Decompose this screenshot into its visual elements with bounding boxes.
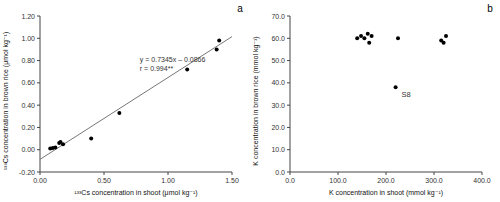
y-tick [37,60,40,61]
y-tick [287,105,290,106]
figure: 0.000.501.001.50-0.200.000.200.400.600.8… [0,0,500,202]
point [366,32,370,36]
x-tick-label: 300.0 [425,177,443,184]
point [117,111,121,115]
plot-area [355,32,448,89]
y-tick-label: 50.0 [271,57,285,64]
y-tick [287,16,290,17]
x-tick-label: 200.0 [377,177,395,184]
y-axis-label: ¹³³Cs concentration in brown rice (μmol … [2,32,10,170]
y-axis-label: K concentration in brown rice (mmol kg⁻¹… [252,36,260,165]
annotation: y = 0.7345x – 0.0866 [140,56,206,64]
point [444,34,448,38]
panel: 0.000.501.001.50-0.200.000.200.400.600.8… [2,3,243,197]
y-tick [37,82,40,83]
y-tick [287,82,290,83]
x-tick [232,172,233,175]
y-axis-line [290,16,291,172]
y-tick [287,60,290,61]
x-tick [482,172,483,175]
y-tick-label: 40.0 [271,79,285,86]
point [89,137,93,141]
y-tick [287,172,290,173]
y-tick [287,127,290,128]
y-tick-label: 1.20 [21,13,35,20]
y-tick-label: -0.20 [19,169,35,176]
x-tick-label: 0.0 [285,177,295,184]
y-tick-label: 60.0 [271,35,285,42]
y-tick [37,16,40,17]
x-axis-label: ¹³³Cs concentration in shoot (μmol kg⁻¹) [74,189,197,197]
y-tick [287,149,290,150]
point [396,36,400,40]
x-tick [104,172,105,175]
y-tick [37,127,40,128]
y-tick-label: 0.00 [21,146,35,153]
x-tick [338,172,339,175]
point [442,41,446,45]
point [215,47,219,51]
x-tick-label: 0.50 [97,177,111,184]
x-tick-label: 0.00 [33,177,47,184]
point [355,36,359,40]
y-tick-label: 30.0 [271,102,285,109]
point [370,34,374,38]
annotation: r = 0.994** [140,65,174,72]
y-tick-label: 0.20 [21,124,35,131]
y-tick-label: 1.00 [21,35,35,42]
point [359,34,363,38]
plot-area [40,37,232,160]
x-tick-label: 1.50 [225,177,239,184]
x-tick [434,172,435,175]
y-tick-label: 0.60 [21,79,35,86]
point [217,39,221,43]
panel: 0.0 100.0 200.0 300.0 400.0 0.0 10.0 20.0 30.0 40… [252,3,493,197]
y-tick-label: 0.40 [21,102,35,109]
y-tick-label: 0.80 [21,57,35,64]
y-axis-line [40,16,41,172]
y-tick-label: 10.0 [271,146,285,153]
x-axis-line [40,172,232,173]
y-tick-label: 70.0 [271,13,285,20]
point [367,41,371,45]
y-tick [37,38,40,39]
x-tick [386,172,387,175]
point [185,67,189,71]
y-tick-label: 20.0 [271,124,285,131]
x-axis-label: K concentration in shoot (mmol kg⁻¹) [329,189,443,197]
y-tick [37,172,40,173]
y-tick-label: 0.0 [275,169,285,176]
panel-label: b [487,3,493,14]
point [394,85,398,89]
x-tick-label: 1.00 [161,177,175,184]
annotation: S8 [402,90,411,99]
x-tick [168,172,169,175]
y-tick [37,149,40,150]
panel-label: a [237,3,243,14]
regression-line [40,37,232,160]
y-tick [287,38,290,39]
point [61,142,65,146]
point [362,36,366,40]
y-tick [37,105,40,106]
x-tick-label: 100.0 [329,177,347,184]
x-tick-label: 400.0 [473,177,491,184]
point [53,145,57,149]
